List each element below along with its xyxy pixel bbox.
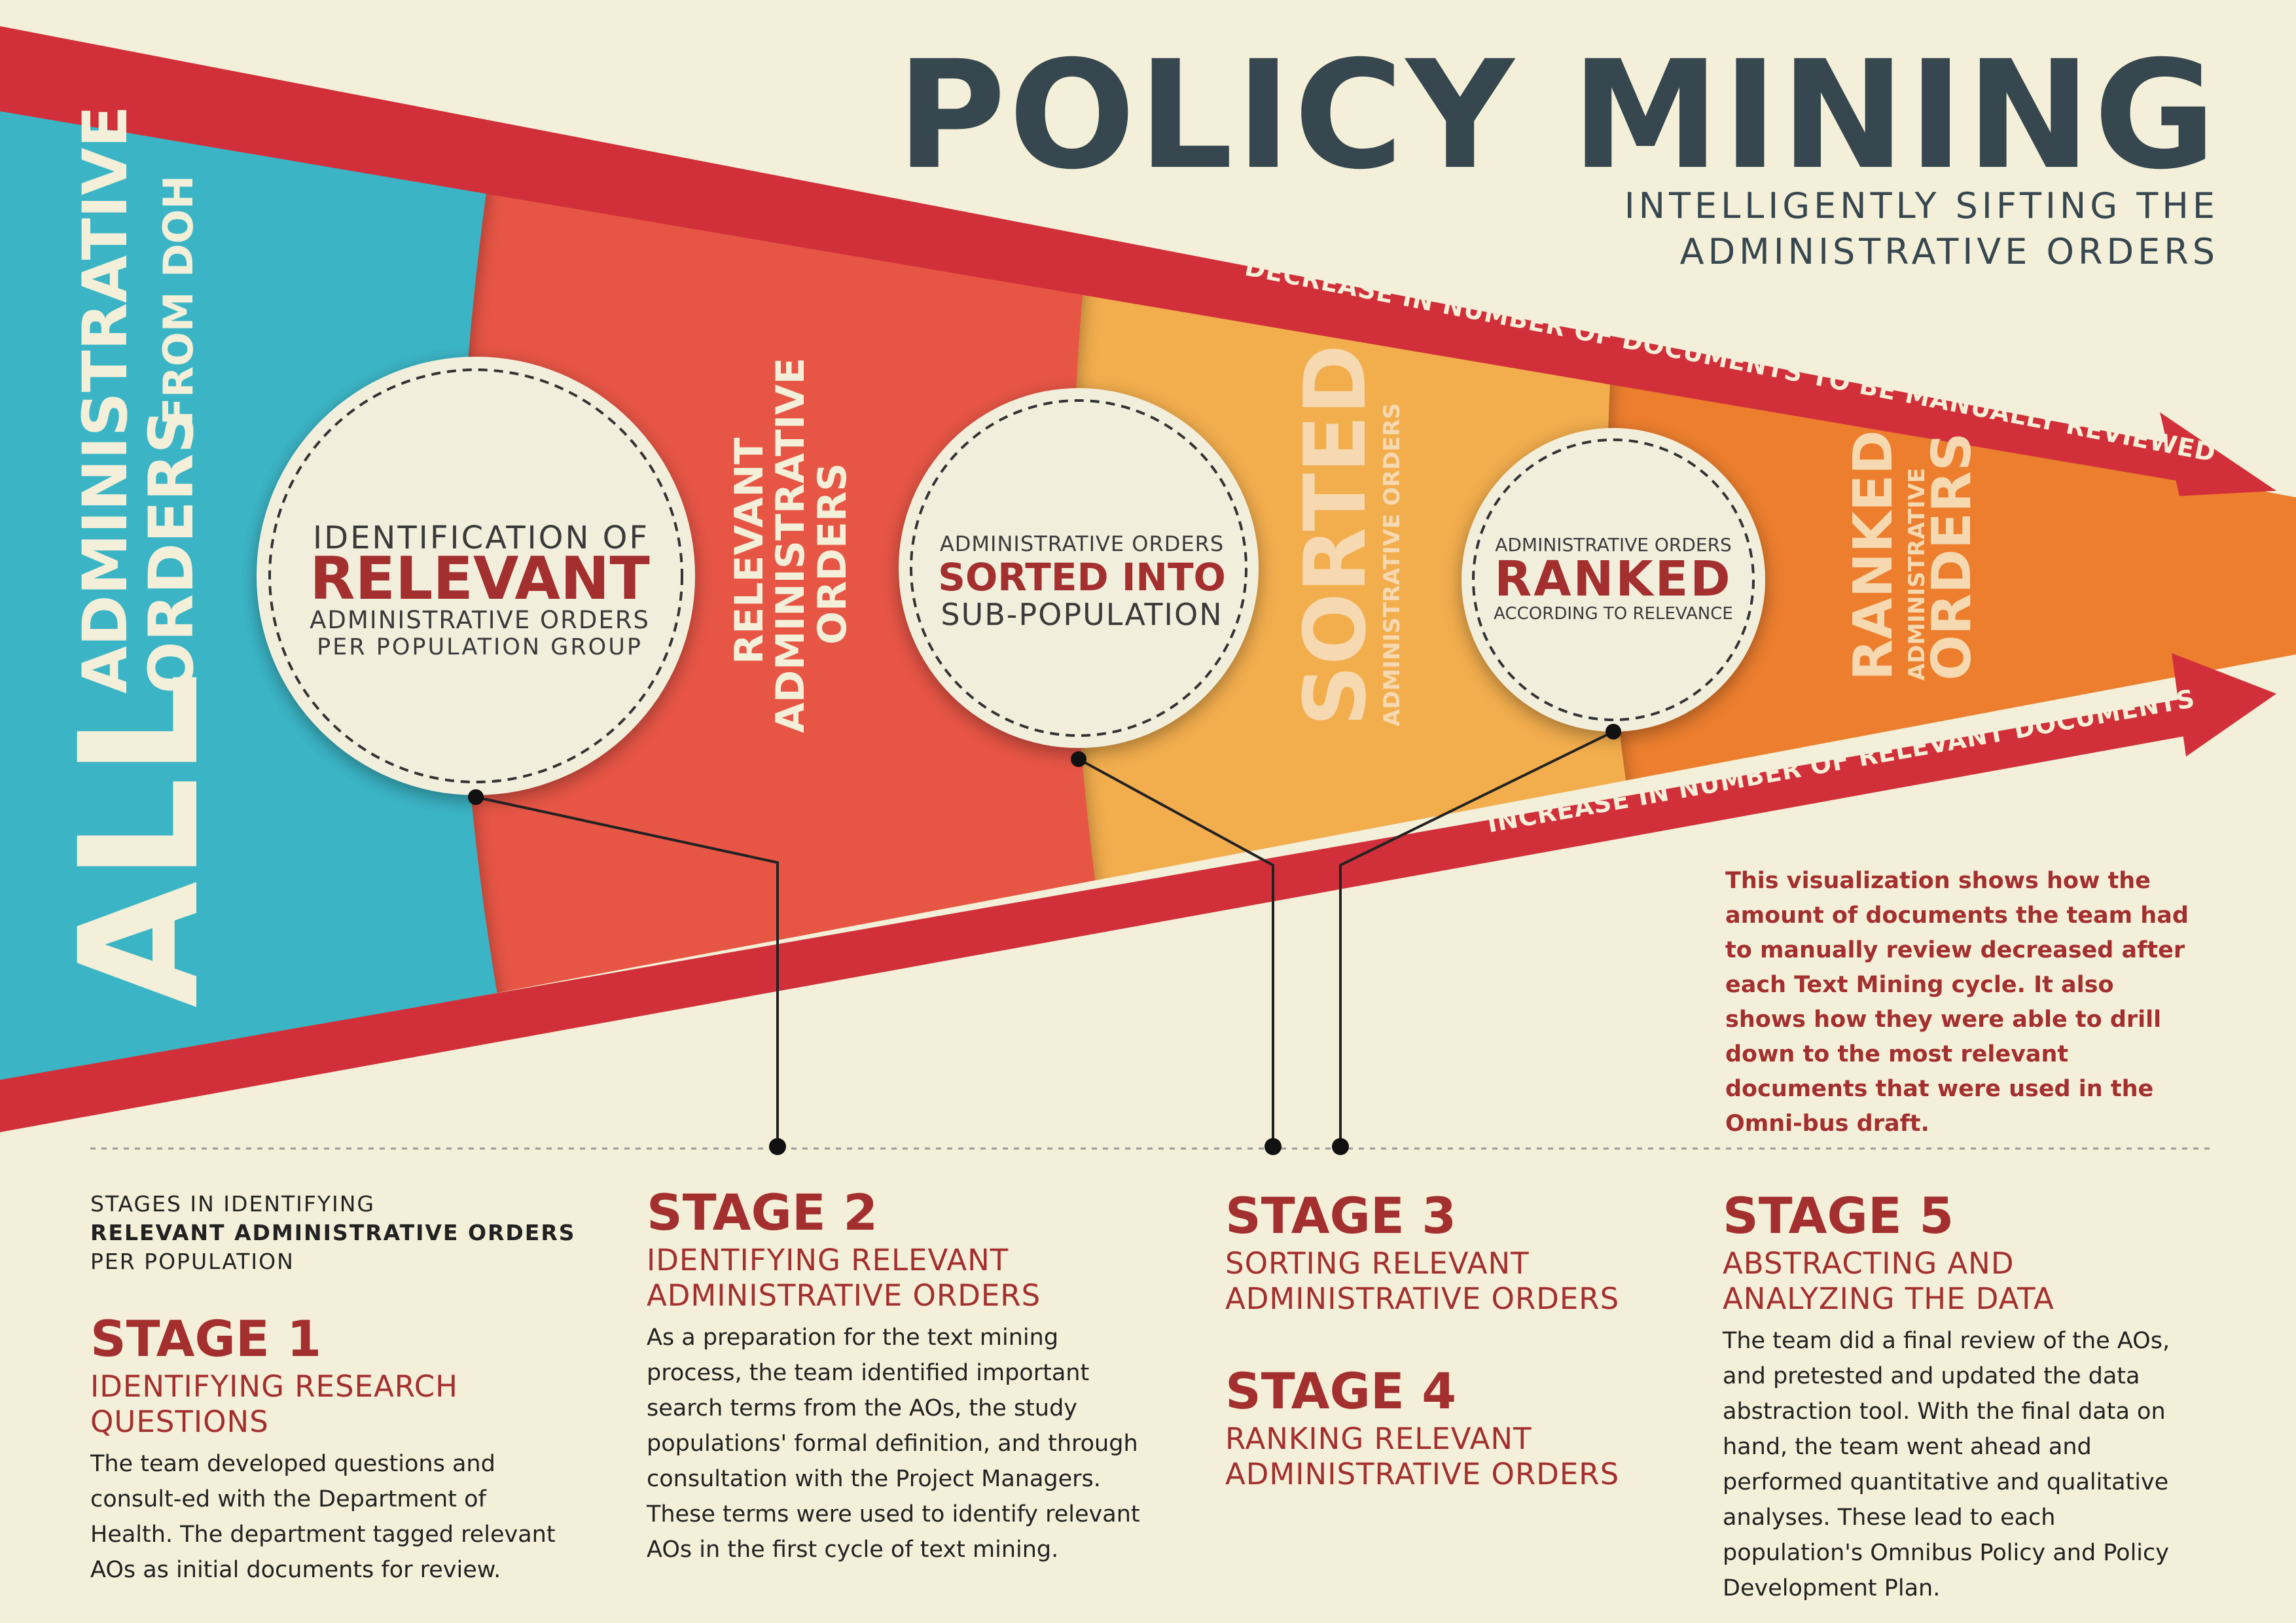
stage-2-sub2: ADMINISTRATIVE ORDERS — [647, 1278, 1041, 1313]
stage-3: STAGE 3 SORTING RELEVANT ADMINISTRATIVE … — [1225, 1191, 1683, 1317]
subtitle-line1: INTELLIGENTLY SIFTING THE — [1624, 185, 2219, 226]
stages-intro-line2: RELEVANT ADMINISTRATIVE ORDERS — [90, 1220, 576, 1245]
connector-stage2 — [475, 796, 779, 1147]
stages-intro-line3: PER POPULATION — [90, 1249, 295, 1274]
segment-3-labels: SORTED ADMINISTRATIVE ORDERS — [1285, 344, 1405, 726]
stage-5-body: The team did a final review of the AOs, … — [1723, 1328, 2170, 1601]
bottom-arrow-band — [0, 653, 2276, 1132]
administrative-label: ADMINISTRATIVE — [70, 105, 141, 694]
ranked-sub-label: ADMINISTRATIVE — [1904, 468, 1930, 681]
circle-3-line1: ADMINISTRATIVE ORDERS — [1495, 534, 1732, 556]
stage-2: STAGE 2 IDENTIFYING RELEVANT ADMINISTRAT… — [647, 1188, 1144, 1567]
top-arrow-band — [0, 26, 2276, 496]
circle-3-line2: RANKED — [1494, 551, 1732, 607]
from-doh-label: FROM DOH — [154, 175, 202, 425]
sorted-label: SORTED — [1285, 344, 1385, 726]
circle-1-line4: PER POPULATION GROUP — [317, 634, 643, 660]
circle-1-line1: IDENTIFICATION OF — [313, 520, 649, 556]
visualization-note: This visualization shows how the amount … — [1725, 868, 2189, 1137]
connector-stage4 — [1339, 730, 1614, 1147]
ranked-orders-label: ORDERS — [1921, 433, 1983, 681]
stage-1-heading: STAGE 1 — [90, 1310, 322, 1368]
circle-1: IDENTIFICATION OF RELEVANT ADMINISTRATIV… — [257, 357, 695, 795]
relevant-label: RELEVANT — [726, 438, 772, 664]
stage-4-heading: STAGE 4 — [1225, 1362, 1457, 1420]
segment-2-labels: RELEVANT ADMINISTRATIVE ORDERS — [726, 357, 855, 733]
stage-2-heading: STAGE 2 — [647, 1183, 878, 1241]
stage-3-sub2: ADMINISTRATIVE ORDERS — [1225, 1281, 1620, 1316]
stage-1-sub1: IDENTIFYING RESEARCH — [90, 1369, 459, 1404]
all-label: ALL — [45, 673, 235, 1008]
stage-3-heading: STAGE 3 — [1225, 1186, 1457, 1245]
stage-2-body: As a preparation for the text mining pro… — [647, 1325, 1140, 1563]
segment-4-labels: RANKED ADMINISTRATIVE ORDERS — [1842, 430, 1983, 681]
connectors — [475, 730, 1614, 1147]
sorted-sub-label: ADMINISTRATIVE ORDERS — [1379, 403, 1405, 726]
stage-5-subtitle: ABSTRACTING AND ANALYZING THE DATA — [1723, 1246, 2200, 1317]
circle-3: ADMINISTRATIVE ORDERS RANKED ACCORDING T… — [1462, 428, 1765, 732]
stage-1-body: The team developed questions and consult… — [90, 1451, 556, 1583]
stage-1-subtitle: IDENTIFYING RESEARCH QUESTIONS — [90, 1369, 575, 1440]
stage-1-sub2: QUESTIONS — [90, 1404, 269, 1439]
stage-4: STAGE 4 RANKING RELEVANT ADMINISTRATIVE … — [1225, 1366, 1683, 1492]
stage-3-subtitle: SORTING RELEVANT ADMINISTRATIVE ORDERS — [1225, 1246, 1683, 1317]
connector-dots — [468, 724, 1621, 1155]
circle-2: ADMINISTRATIVE ORDERS SORTED INTO SUB-PO… — [899, 388, 1259, 748]
segment-1-labels: ALL ADMINISTRATIVE ORDERS FROM DOH — [45, 105, 235, 1008]
stage-3-sub1: SORTING RELEVANT — [1225, 1246, 1530, 1281]
stage-2-sub1: IDENTIFYING RELEVANT — [647, 1243, 1009, 1277]
circle-2-line3: SUB-POPULATION — [941, 597, 1223, 632]
stage-5: STAGE 5 ABSTRACTING AND ANALYZING THE DA… — [1723, 1191, 2200, 1606]
orders-label: ORDERS — [136, 409, 207, 694]
circle-1-line3: ADMINISTRATIVE ORDERS — [310, 606, 650, 634]
stage-5-sub2: ANALYZING THE DATA — [1723, 1281, 2054, 1316]
circle-2-line2: SORTED INTO — [938, 555, 1226, 599]
stage-1: STAGE 1 IDENTIFYING RESEARCH QUESTIONS T… — [90, 1314, 575, 1588]
subtitle-line2: ADMINISTRATIVE ORDERS — [1679, 231, 2219, 273]
circle-3-line3: ACCORDING TO RELEVANCE — [1494, 604, 1733, 624]
stage-5-sub1: ABSTRACTING AND — [1723, 1246, 2015, 1281]
stage-4-sub2: ADMINISTRATIVE ORDERS — [1225, 1457, 1620, 1491]
circle-1-line2: RELEVANT — [310, 544, 650, 613]
stages-intro: STAGES IN IDENTIFYING RELEVANT ADMINISTR… — [90, 1190, 576, 1276]
stage-5-heading: STAGE 5 — [1723, 1186, 1954, 1245]
administrative-label-2: ADMINISTRATIVE — [768, 357, 814, 733]
page-subtitle: INTELLIGENTLY SIFTING THE ADMINISTRATIVE… — [1624, 183, 2219, 275]
stage-4-subtitle: RANKING RELEVANT ADMINISTRATIVE ORDERS — [1225, 1421, 1683, 1492]
stage-4-sub1: RANKING RELEVANT — [1225, 1421, 1532, 1456]
orders-label-2: ORDERS — [810, 463, 855, 645]
page-title: POLICY MINING — [896, 28, 2219, 202]
ranked-label: RANKED — [1842, 430, 1905, 681]
stage-2-subtitle: IDENTIFYING RELEVANT ADMINISTRATIVE ORDE… — [647, 1243, 1144, 1313]
stages-intro-line1: STAGES IN IDENTIFYING — [90, 1191, 376, 1217]
connector-stage3 — [1078, 758, 1274, 1147]
circle-2-line1: ADMINISTRATIVE ORDERS — [940, 531, 1224, 556]
